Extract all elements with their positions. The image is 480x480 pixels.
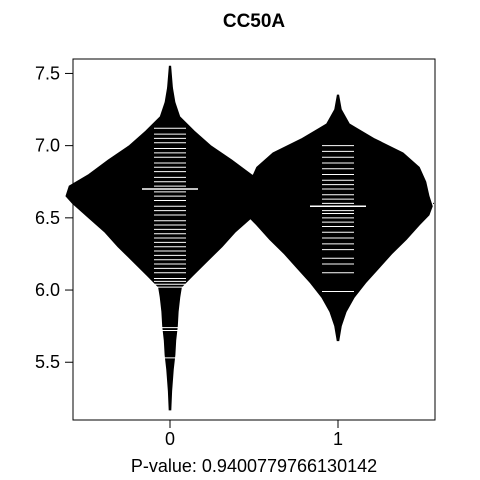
y-tick-label-2: 6.5 <box>35 208 60 228</box>
y-tick-label-1: 6.0 <box>35 280 60 300</box>
y-axis: 5.5 6.0 6.5 7.0 7.5 <box>35 63 73 372</box>
plot-content <box>65 65 435 411</box>
x-tick-label-1: 1 <box>333 429 343 449</box>
y-tick-label-3: 7.0 <box>35 136 60 156</box>
plot-frame <box>72 58 436 421</box>
x-tick-label-0: 0 <box>165 429 175 449</box>
x-axis-label: P-value: 0.9400779766130142 <box>131 456 377 476</box>
chart-title: CC50A <box>223 11 286 32</box>
y-tick-label-4: 7.5 <box>35 63 60 83</box>
y-tick-label-0: 5.5 <box>35 352 60 372</box>
